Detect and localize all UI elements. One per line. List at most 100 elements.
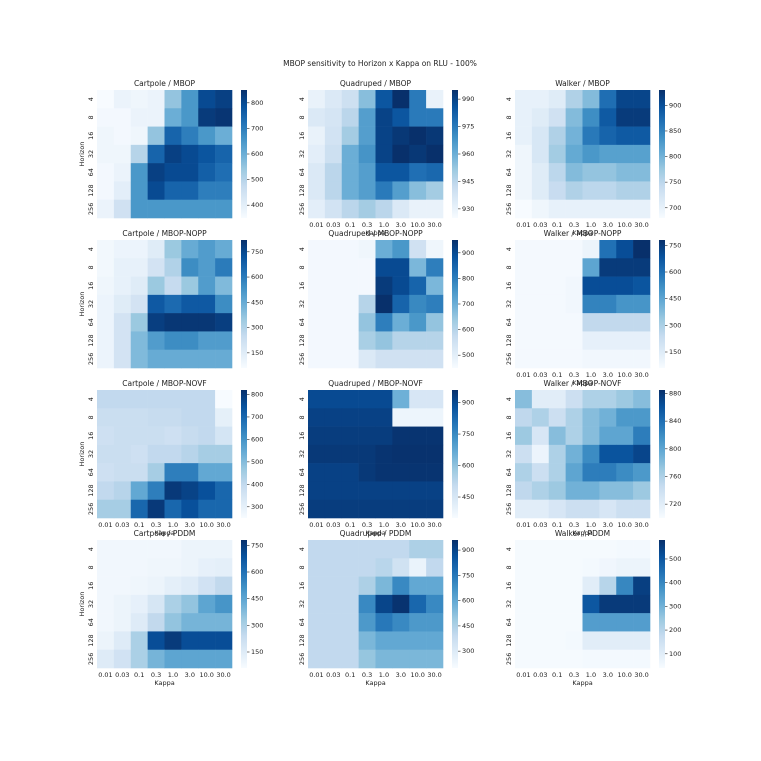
heatmap-cell: [198, 90, 216, 109]
heatmap-cell: [97, 631, 115, 651]
y-tick-label: 8: [505, 565, 513, 569]
heatmap-cell: [409, 426, 427, 446]
heatmap-cell: [198, 558, 216, 577]
x-tick-label: 0.1: [552, 371, 562, 379]
heatmap-cell: [324, 558, 343, 577]
heatmap-cell: [147, 649, 165, 669]
x-tick-label: 0.01: [516, 521, 530, 529]
x-tick-label: 3.0: [396, 671, 406, 679]
heatmap-cell: [358, 294, 376, 314]
heatmap-cell: [375, 540, 393, 559]
heatmap-cell: [565, 481, 583, 501]
heatmap-cell: [531, 390, 550, 409]
heatmap-cell: [97, 126, 115, 146]
heatmap-cell: [130, 163, 148, 182]
heatmap-cell: [164, 258, 182, 277]
heatmap-cell: [341, 631, 359, 651]
heatmap-cell: [531, 258, 550, 277]
y-tick-label: 32: [87, 150, 95, 158]
heatmap-cell: [599, 649, 617, 669]
heatmap-cell: [113, 294, 132, 314]
heatmap-cell: [633, 294, 651, 314]
y-tick-label: 32: [87, 300, 95, 308]
heatmap-cell: [358, 540, 376, 559]
heatmap-cell: [308, 294, 326, 314]
heatmap-cell: [358, 613, 376, 632]
heatmap-cell: [147, 144, 165, 164]
heatmap-cell: [113, 313, 132, 332]
y-tick-label: 16: [298, 282, 306, 290]
y-tick-label: 8: [87, 115, 95, 119]
heatmap-cell: [616, 108, 634, 127]
heatmap-cell: [164, 576, 182, 596]
heatmap-cell: [147, 558, 165, 577]
y-tick-label: 16: [298, 582, 306, 590]
heatmap-cell: [358, 90, 376, 109]
heatmap-cell: [198, 613, 216, 632]
heatmap-cell: [130, 90, 148, 109]
heatmap-cell: [392, 349, 410, 369]
heatmap-cell: [548, 613, 566, 632]
heatmap-cell: [164, 390, 182, 409]
heatmap-cell: [599, 576, 617, 596]
y-tick-label: 256: [505, 653, 513, 665]
heatmap-cell: [198, 576, 216, 596]
colorbar-tick-label: 450: [462, 493, 474, 501]
heatmap-cell: [164, 294, 182, 314]
x-axis-label: Kappa: [365, 529, 385, 537]
y-tick-label: 256: [505, 353, 513, 365]
heatmap-cell: [582, 576, 600, 596]
x-tick-label: 0.03: [326, 671, 340, 679]
heatmap-cell: [198, 331, 216, 351]
heatmap-cell: [582, 613, 600, 632]
y-tick-label: 256: [87, 353, 95, 365]
heatmap-cell: [97, 499, 115, 519]
heatmap-cell: [409, 126, 427, 146]
heatmap-cell: [341, 426, 359, 446]
heatmap-cell: [599, 463, 617, 482]
x-axis-label: Kappa: [154, 679, 174, 687]
heatmap-cell: [198, 199, 216, 219]
heatmap-cell: [341, 558, 359, 577]
x-tick-label: 30.0: [216, 671, 230, 679]
x-tick-label: 0.01: [98, 521, 112, 529]
heatmap-cell: [633, 481, 651, 501]
y-tick-label: 128: [505, 184, 513, 196]
y-tick-label: 32: [298, 600, 306, 608]
heatmap-cell: [548, 481, 566, 501]
x-tick-label: 0.3: [569, 521, 579, 529]
heatmap-cell: [181, 481, 199, 501]
y-tick-label: 256: [505, 203, 513, 215]
colorbar-tick-label: 600: [462, 597, 474, 605]
heatmap-cell: [130, 426, 148, 446]
heatmap-cell: [358, 240, 376, 259]
heatmap-cell: [164, 540, 182, 559]
heatmap-cell: [308, 594, 326, 614]
heatmap-cell: [130, 463, 148, 482]
heatmap-cell: [147, 631, 165, 651]
heatmap-cell: [409, 349, 427, 369]
heatmap-cell: [565, 331, 583, 351]
heatmap-cell: [548, 276, 566, 296]
heatmap-cell: [113, 649, 132, 669]
heatmap-cell: [147, 126, 165, 146]
colorbar-tick-label: 750: [251, 248, 263, 256]
heatmap-cell: [164, 108, 182, 127]
heatmap-cell: [130, 558, 148, 577]
heatmap-cell: [97, 240, 115, 259]
heatmap-cell: [164, 613, 182, 632]
heatmap-cell: [215, 631, 233, 651]
heatmap-cell: [215, 199, 233, 219]
x-tick-label: 0.01: [516, 221, 530, 229]
heatmap-cell: [308, 331, 326, 351]
heatmap-cell: [392, 313, 410, 332]
heatmap-cell: [548, 126, 566, 146]
colorbar-tick-label: 850: [669, 127, 681, 135]
heatmap-cell: [341, 313, 359, 332]
heatmap-cell: [392, 108, 410, 127]
heatmap-cell: [582, 499, 600, 519]
heatmap-cell: [531, 276, 550, 296]
heatmap-cell: [198, 499, 216, 519]
heatmap-cell: [341, 576, 359, 596]
heatmap-cell: [97, 90, 115, 109]
